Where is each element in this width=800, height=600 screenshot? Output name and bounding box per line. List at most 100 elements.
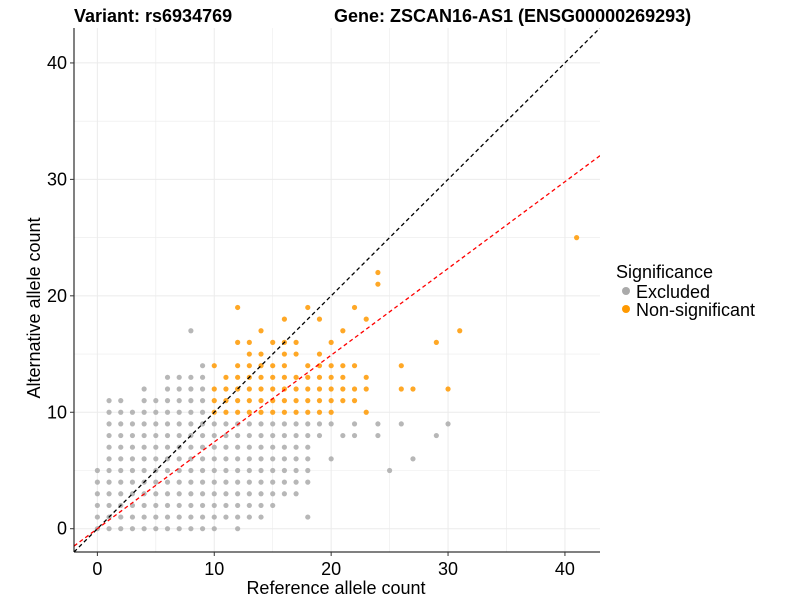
point-non-significant	[316, 386, 323, 392]
point-non-significant	[281, 363, 287, 369]
point-excluded	[223, 421, 229, 427]
point-non-significant	[305, 374, 311, 380]
point-non-significant	[258, 398, 264, 404]
point-non-significant	[223, 386, 229, 392]
point-excluded	[293, 421, 299, 427]
point-excluded	[164, 432, 171, 439]
point-excluded	[176, 526, 182, 532]
point-excluded	[176, 479, 182, 485]
point-excluded	[235, 444, 241, 450]
point-excluded	[106, 456, 112, 462]
point-excluded	[188, 386, 194, 392]
point-non-significant	[574, 235, 580, 241]
point-non-significant	[211, 386, 217, 392]
point-excluded	[211, 526, 217, 532]
point-excluded	[94, 491, 100, 497]
point-excluded	[141, 398, 147, 404]
point-excluded	[235, 479, 241, 485]
title-variant: Variant: rs6934769	[74, 6, 232, 26]
point-non-significant	[246, 398, 252, 404]
point-excluded	[398, 421, 404, 427]
point-excluded	[246, 502, 252, 509]
point-excluded	[223, 479, 229, 485]
point-non-significant	[211, 363, 217, 369]
point-excluded	[246, 432, 252, 439]
point-excluded	[176, 514, 182, 520]
y-tick-label: 20	[47, 286, 67, 306]
point-excluded	[199, 386, 206, 392]
point-non-significant	[258, 374, 264, 380]
point-excluded	[375, 421, 381, 427]
point-excluded	[281, 467, 287, 474]
point-non-significant	[281, 316, 287, 322]
point-excluded	[164, 502, 171, 509]
point-non-significant	[351, 363, 358, 369]
point-excluded	[153, 502, 159, 509]
point-excluded	[223, 432, 229, 439]
point-excluded	[129, 456, 136, 462]
reference-lines	[74, 28, 600, 552]
point-excluded	[188, 467, 194, 474]
point-excluded	[141, 432, 147, 439]
point-excluded	[246, 467, 252, 474]
point-excluded	[176, 502, 182, 509]
tick-labels: 0 10 20 30 40 0 10 20 30 40	[47, 53, 575, 579]
point-excluded	[164, 479, 171, 485]
title-gene: Gene: ZSCAN16-AS1 (ENSG00000269293)	[334, 6, 691, 26]
point-excluded	[293, 432, 299, 439]
point-excluded	[235, 514, 241, 520]
point-excluded	[129, 526, 136, 532]
point-excluded	[94, 467, 100, 474]
point-non-significant	[305, 363, 311, 369]
point-non-significant	[340, 363, 346, 369]
point-non-significant	[351, 398, 358, 404]
point-non-significant	[375, 269, 381, 276]
point-excluded	[94, 514, 100, 520]
point-excluded	[199, 374, 206, 380]
point-excluded	[129, 479, 136, 485]
point-excluded	[94, 502, 100, 509]
point-excluded	[211, 514, 217, 520]
point-excluded	[118, 467, 124, 474]
point-excluded	[188, 421, 194, 427]
point-non-significant	[281, 351, 287, 357]
point-non-significant	[258, 351, 264, 357]
point-non-significant	[410, 386, 416, 392]
point-excluded	[211, 491, 217, 497]
point-excluded	[176, 421, 182, 427]
point-excluded	[118, 421, 124, 427]
point-excluded	[305, 421, 311, 427]
point-non-significant	[223, 374, 229, 380]
point-excluded	[199, 479, 206, 485]
point-excluded	[211, 432, 217, 439]
point-excluded	[305, 479, 311, 485]
point-excluded	[223, 444, 229, 450]
identity-line	[74, 28, 600, 552]
point-excluded	[246, 479, 252, 485]
point-excluded	[270, 491, 276, 497]
point-non-significant	[445, 386, 451, 392]
point-excluded	[211, 502, 217, 509]
point-excluded	[141, 514, 147, 520]
point-excluded	[246, 444, 252, 450]
point-excluded	[164, 386, 171, 392]
point-excluded	[246, 514, 252, 520]
point-non-significant	[235, 374, 241, 380]
point-excluded	[270, 479, 276, 485]
point-non-significant	[305, 409, 311, 415]
point-excluded	[293, 491, 299, 497]
point-excluded	[258, 491, 264, 497]
point-excluded	[270, 502, 276, 509]
point-non-significant	[246, 409, 252, 415]
point-excluded	[293, 444, 299, 450]
point-excluded	[305, 456, 311, 462]
point-excluded	[258, 479, 264, 485]
point-excluded	[199, 409, 206, 415]
point-excluded	[281, 491, 287, 497]
point-excluded	[199, 502, 206, 509]
point-excluded	[164, 491, 171, 497]
point-excluded	[199, 514, 206, 520]
point-non-significant	[293, 339, 299, 345]
point-non-significant	[235, 409, 241, 415]
point-excluded	[176, 409, 182, 415]
